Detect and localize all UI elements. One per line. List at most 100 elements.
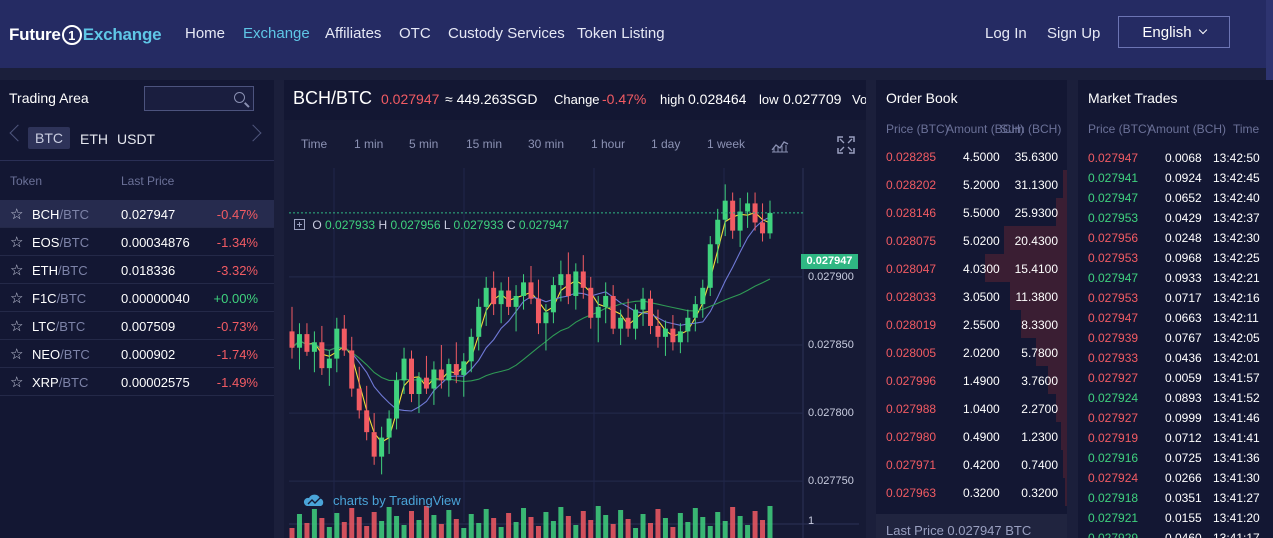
nav-home[interactable]: Home [185,25,226,42]
timeframe-1day[interactable]: 1 day [651,137,681,151]
volume-bar [446,510,452,538]
trade-amount: 0.0351 [1165,491,1202,505]
market-tab-usdt[interactable]: USDT [117,131,156,147]
star-icon[interactable]: ☆ [10,318,24,335]
token-row[interactable]: ☆ LTC/BTC 0.007509 -0.73% [0,312,274,340]
trade-time: 13:42:45 [1213,171,1260,185]
trade-price: 0.027924 [1088,471,1139,485]
trade-price: 0.027933 [1088,351,1139,365]
ask-price: 0.028047 [886,262,937,276]
timeframe-5min[interactable]: 5 min [409,137,439,151]
page-scrollbar[interactable] [1266,0,1273,80]
trade-time: 13:41:27 [1213,491,1260,505]
token-base: EOS [32,235,60,250]
token-row[interactable]: ☆ ETH/BTC 0.018336 -3.32% [0,256,274,284]
token-search-input[interactable] [144,86,254,111]
volume-bar [409,511,414,538]
signup-link[interactable]: Sign Up [1047,25,1101,42]
nav-custody-services[interactable]: Custody Services [448,25,565,42]
order-book-row[interactable]: 0.028019 2.5500 8.3300 [876,310,1067,338]
candle-body [633,309,639,329]
timeframe-1min[interactable]: 1 min [354,137,384,151]
order-book-row[interactable]: 0.028075 5.0200 20.4300 [876,226,1067,254]
timeframe-time[interactable]: Time [301,137,328,151]
candle-body [416,377,422,395]
token-row[interactable]: ☆ F1C/BTC 0.00000040 +0.00% [0,284,274,312]
brand-logo[interactable]: Future 1 Exchange [9,23,162,47]
star-icon[interactable]: ☆ [10,234,24,251]
volume-bar [431,515,437,538]
trade-amount: 0.0725 [1165,451,1202,465]
trade-row: 0.027953 0.0717 13:42:16 [1078,288,1273,308]
timeframe-30min[interactable]: 30 min [528,137,565,151]
timeframe-1hour[interactable]: 1 hour [591,137,626,151]
volume-bar [745,525,751,538]
candle-body [476,306,482,337]
indicators-icon[interactable] [771,139,789,153]
order-book-row[interactable]: 0.028285 4.5000 35.6300 [876,142,1067,170]
order-book-row[interactable]: 0.028146 5.5000 25.9300 [876,198,1067,226]
trade-time: 13:42:40 [1213,191,1260,205]
candlestick-chart[interactable] [284,120,866,538]
order-book-row[interactable]: 0.027963 0.3200 0.3200 [876,478,1067,506]
order-book-row[interactable]: 0.028005 2.0200 5.7800 [876,338,1067,366]
depth-bar [1003,226,1067,254]
order-book-row[interactable]: 0.027988 1.0400 2.2700 [876,394,1067,422]
search-icon[interactable] [234,92,245,103]
candle-body [446,364,452,381]
ohlc-open: 0.027933 [325,218,376,232]
y-axis-label: 0.027850 [808,339,854,351]
chevron-left-icon[interactable] [9,124,27,142]
order-book-row[interactable]: 0.027971 0.4200 0.7400 [876,450,1067,478]
candle-body [394,380,400,419]
star-icon[interactable]: ☆ [10,374,24,391]
token-row[interactable]: ☆ BCH/BTC 0.027947 -0.47% [0,200,274,228]
volume-bar [438,524,444,538]
trade-row: 0.027953 0.0429 13:42:37 [1078,208,1273,228]
login-link[interactable]: Log In [985,25,1027,42]
nav-otc[interactable]: OTC [399,25,431,42]
tradingview-attribution[interactable]: charts by TradingView [303,493,461,508]
fullscreen-icon[interactable] [837,136,855,154]
trade-row: 0.027947 0.0068 13:42:50 [1078,148,1273,168]
order-book-row[interactable]: 0.028202 5.2000 31.1300 [876,170,1067,198]
star-icon[interactable]: ☆ [10,290,24,307]
market-tab-btc[interactable]: BTC [28,127,70,149]
star-icon[interactable]: ☆ [10,206,24,223]
volume-bar [319,518,325,538]
ask-sum: 20.4300 [1014,234,1058,248]
nav-exchange[interactable]: Exchange [243,25,310,42]
volume-bar [543,512,549,538]
token-symbol: NEO/BTC [32,347,90,362]
star-icon[interactable]: ☆ [10,262,24,279]
nav-token-listing[interactable]: Token Listing [577,25,665,42]
ask-price: 0.027996 [886,374,937,388]
depth-bar [1065,478,1067,506]
candle-body [625,317,631,329]
trade-price: 0.027924 [1088,391,1139,405]
order-book-row[interactable]: 0.028047 4.0300 15.4100 [876,254,1067,282]
token-row[interactable]: ☆ XRP/BTC 0.00002575 -1.49% [0,368,274,396]
volume-bar [423,506,429,538]
volume-bar [304,523,310,538]
star-icon[interactable]: ☆ [10,346,24,363]
trade-row: 0.027953 0.0968 13:42:25 [1078,248,1273,268]
chevron-right-icon[interactable] [244,124,262,142]
order-book-row[interactable]: 0.028033 3.0500 11.3800 [876,282,1067,310]
market-tab-eth[interactable]: ETH [80,131,108,147]
timeframe-1week[interactable]: 1 week [707,137,746,151]
ask-amount: 2.0200 [963,346,1000,360]
expand-icon[interactable] [294,219,305,230]
token-row[interactable]: ☆ NEO/BTC 0.000902 -1.74% [0,340,274,368]
nav-affiliates[interactable]: Affiliates [325,25,382,42]
trade-row: 0.027924 0.0893 13:41:52 [1078,388,1273,408]
language-select[interactable]: English [1118,16,1230,48]
chart-area[interactable]: Time 1 min 5 min 15 min 30 min 1 hour 1 … [284,120,866,538]
order-book-row[interactable]: 0.027996 1.4900 3.7600 [876,366,1067,394]
column-header-amount: Amount (BCH) [1148,122,1227,136]
order-book-row[interactable]: 0.027980 0.4900 1.2300 [876,422,1067,450]
brand-part-2: Exchange [82,25,162,44]
ma-fast-line [291,211,771,443]
token-row[interactable]: ☆ EOS/BTC 0.00034876 -1.34% [0,228,274,256]
timeframe-15min[interactable]: 15 min [466,137,503,151]
